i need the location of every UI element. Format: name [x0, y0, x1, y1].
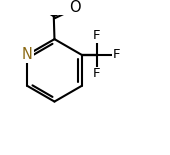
Text: F: F [113, 48, 121, 61]
Text: O: O [69, 0, 81, 15]
Text: F: F [93, 29, 100, 42]
Text: F: F [93, 67, 100, 80]
Text: N: N [22, 47, 33, 62]
